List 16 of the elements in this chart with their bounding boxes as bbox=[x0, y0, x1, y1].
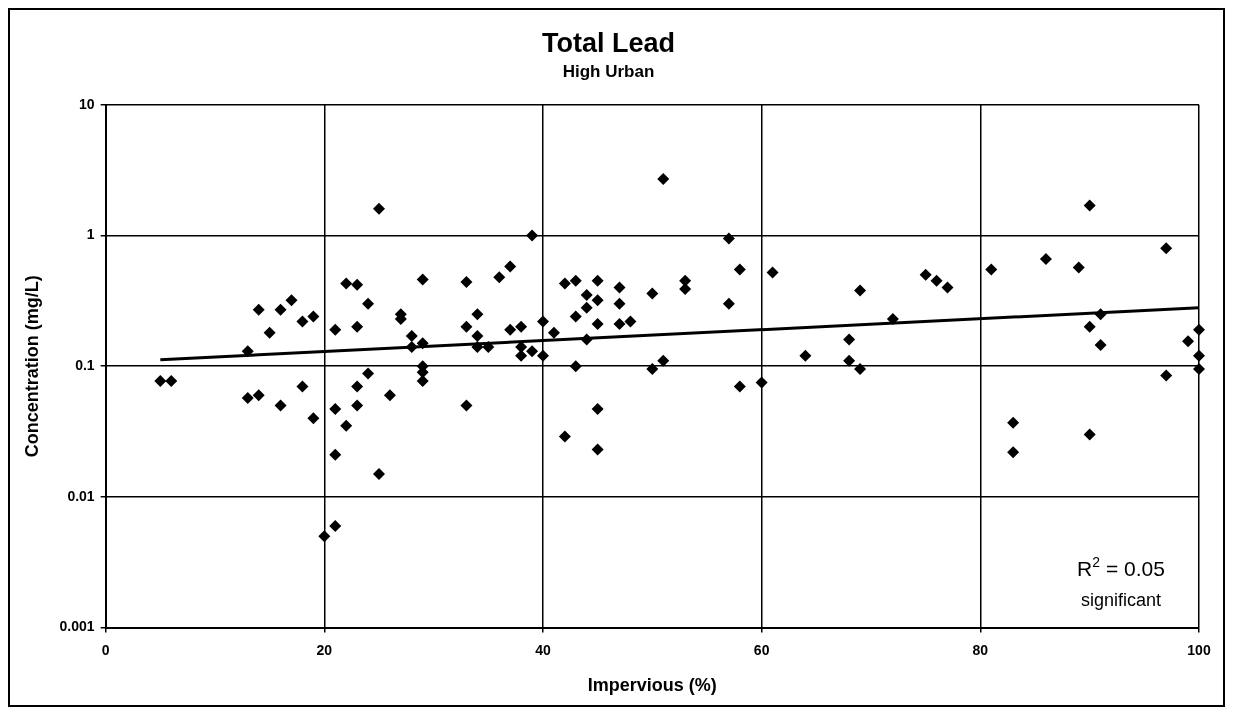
chart-subtitle: High Urban bbox=[562, 62, 655, 82]
x-tick-label: 100 bbox=[1187, 641, 1211, 658]
y-tick-label: 10 bbox=[79, 95, 95, 112]
x-tick-label: 0 bbox=[101, 641, 110, 658]
x-axis-title: Impervious (%) bbox=[587, 675, 717, 696]
chart-title: Total Lead bbox=[541, 27, 676, 58]
y-axis-title: Concentration (mg/L) bbox=[21, 275, 42, 458]
x-tick-label: 40 bbox=[535, 641, 551, 658]
y-tick-label: 0.01 bbox=[67, 487, 95, 504]
x-tick-label: 20 bbox=[316, 641, 333, 658]
y-tick-label: 0.1 bbox=[75, 357, 95, 374]
x-tick-label: 60 bbox=[753, 641, 770, 658]
annotation: significant bbox=[1080, 589, 1162, 610]
y-tick-label: 0.001 bbox=[59, 618, 95, 635]
x-tick-label: 80 bbox=[972, 641, 989, 658]
y-tick-label: 1 bbox=[86, 226, 95, 243]
